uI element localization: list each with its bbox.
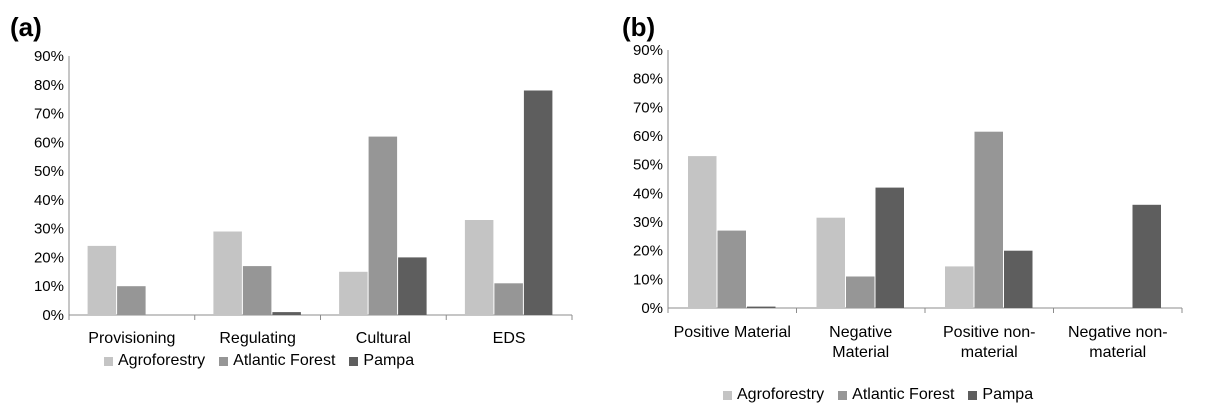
panel-label-a: (a)	[10, 12, 42, 42]
x-category-label: Negative Material	[829, 324, 892, 361]
x-category-label: Regulating	[219, 330, 296, 347]
bar-pampa	[398, 257, 427, 315]
bar-pampa	[747, 306, 776, 308]
bar-pampa	[1132, 204, 1161, 308]
legend-swatch	[219, 356, 229, 366]
legend-label: Pampa	[982, 386, 1034, 403]
x-category-label: EDS	[493, 330, 526, 347]
y-tick-label: 40%	[34, 192, 64, 209]
legend-swatch	[968, 390, 978, 400]
bar-atlantic-forest	[974, 131, 1003, 308]
y-tick-label: 50%	[34, 163, 64, 180]
bar-atlantic-forest	[846, 276, 875, 308]
bar-atlantic-forest	[242, 266, 272, 315]
y-tick-label: 0%	[42, 307, 64, 324]
bar-agroforestry	[339, 271, 368, 315]
y-tick-label: 0%	[641, 300, 663, 317]
bar-agroforestry	[816, 217, 845, 308]
panel-label-b: (b)	[622, 12, 656, 42]
x-category-label: Positive non-material	[943, 324, 1036, 361]
x-category-label: Negative non-material	[1068, 324, 1168, 361]
x-category-label: Provisioning	[88, 330, 175, 347]
bar-agroforestry	[464, 220, 494, 315]
bar-atlantic-forest	[117, 286, 146, 315]
legend-item: Agroforestry	[723, 386, 824, 404]
bar-agroforestry	[688, 156, 717, 308]
legend-label: Pampa	[363, 352, 415, 369]
bar-agroforestry	[945, 266, 974, 308]
y-tick-label: 40%	[633, 185, 663, 202]
y-tick-label: 20%	[34, 249, 64, 266]
legend-item: Pampa	[349, 352, 414, 370]
legend-swatch	[104, 356, 113, 366]
bar-atlantic-forest	[717, 230, 746, 308]
bar-chart-a: 0% 10% 20% 30% 40% 50% 60% 70% 80% 90% Provisionin…	[34, 48, 573, 347]
y-tick-label: 80%	[34, 77, 64, 94]
chart-panel-a: (a) 0% 10% 20% 30% 40% 50% 60% 70% 80% 90% Provisi…	[0, 0, 600, 407]
bar-agroforestry	[213, 231, 242, 315]
y-tick-label: 10%	[34, 278, 64, 295]
legend-label: Atlantic Forest	[233, 352, 336, 369]
y-tick-label: 50%	[633, 157, 663, 174]
bar-chart-b: 0% 10% 20% 30% 40% 50% 60% 70% 80% 90% Positive Ma…	[633, 42, 1183, 361]
legend-item: Atlantic Forest	[219, 352, 335, 370]
bar-pampa	[272, 312, 301, 315]
legend-label: Atlantic Forest	[852, 386, 955, 403]
y-tick-label: 90%	[34, 48, 64, 65]
legend-swatch	[723, 390, 732, 400]
bar-atlantic-forest	[494, 283, 523, 315]
legend-b: Agroforestry Atlantic Forest Pampa	[723, 386, 1047, 404]
y-tick-label: 60%	[633, 128, 663, 145]
y-tick-label: 90%	[633, 42, 663, 59]
legend-swatch	[838, 390, 848, 400]
legend-label: Agroforestry	[737, 386, 825, 403]
chart-panel-b: (b) 0% 10% 20% 30% 40% 50% 60% 70% 80% 90% Positiv…	[605, 0, 1205, 407]
y-tick-label: 60%	[34, 134, 64, 151]
bar-atlantic-forest	[368, 136, 398, 315]
y-tick-label: 30%	[34, 221, 64, 238]
bar-pampa	[875, 187, 904, 308]
y-tick-label: 70%	[633, 99, 663, 116]
y-tick-label: 80%	[633, 71, 663, 88]
x-category-label: Cultural	[356, 330, 411, 347]
legend-a: Agroforestry Atlantic Forest Pampa	[104, 352, 428, 370]
y-tick-label: 70%	[34, 106, 64, 123]
legend-item: Atlantic Forest	[838, 386, 954, 404]
y-tick-label: 30%	[633, 214, 663, 231]
legend-swatch	[349, 356, 359, 366]
legend-item: Pampa	[968, 386, 1033, 404]
y-tick-label: 20%	[633, 243, 663, 260]
bar-agroforestry	[87, 245, 117, 315]
bar-pampa	[523, 90, 553, 315]
legend-item: Agroforestry	[104, 352, 205, 370]
legend-label: Agroforestry	[118, 352, 206, 369]
x-category-label: Positive Material	[674, 324, 791, 341]
bar-pampa	[1004, 250, 1033, 308]
y-tick-label: 10%	[633, 271, 663, 288]
